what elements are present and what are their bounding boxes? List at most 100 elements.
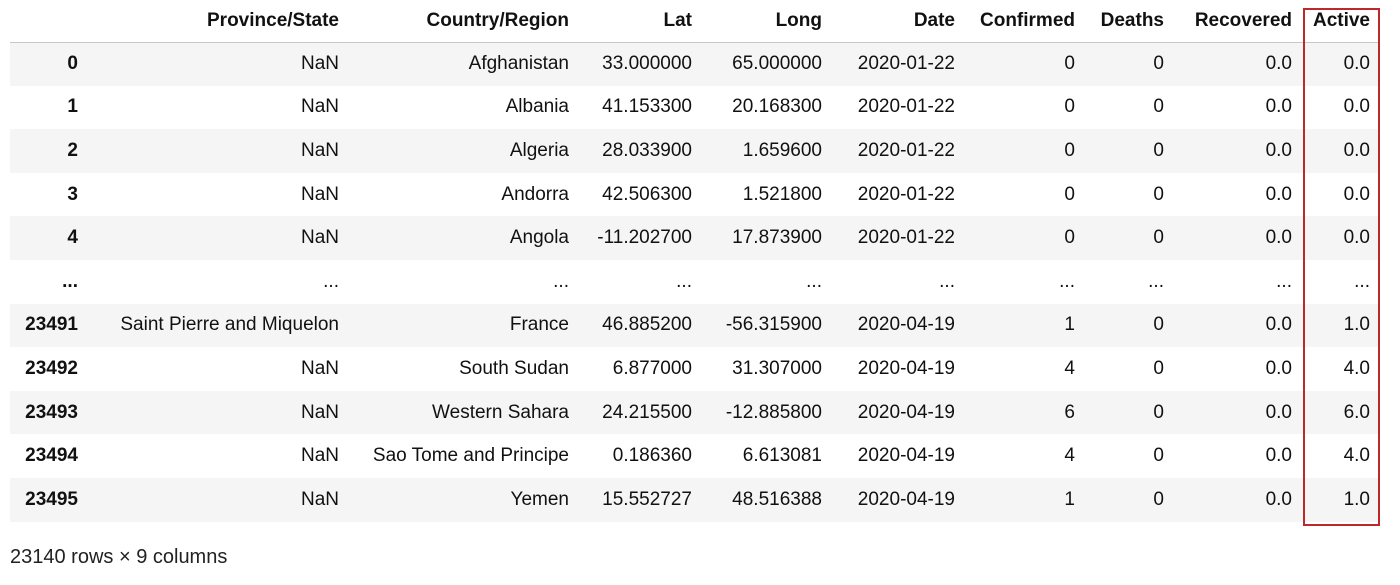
table-row: 23495 NaN Yemen 15.552727 48.516388 2020-04-1… bbox=[10, 477, 1380, 522]
row-index: 3 bbox=[67, 183, 78, 205]
table-row: .............................. bbox=[10, 259, 1380, 304]
cell-country-region: Andorra bbox=[501, 183, 569, 205]
cell-active: ... bbox=[1354, 270, 1370, 292]
header-row: Province/State Country/Region Lat Long Date C… bbox=[10, 0, 1380, 43]
cell-long: 20.168300 bbox=[732, 96, 822, 118]
cell-active: 0.0 bbox=[1343, 183, 1370, 205]
cell-country-region: Western Sahara bbox=[432, 401, 569, 423]
cell-date: 2020-04-19 bbox=[857, 445, 955, 467]
cell-date: 2020-01-22 bbox=[857, 139, 955, 161]
cell-lat: 41.153300 bbox=[602, 96, 692, 118]
cell-recovered: 0.0 bbox=[1265, 445, 1292, 467]
cell-active: 4.0 bbox=[1343, 357, 1370, 379]
cell-long: 1.521800 bbox=[742, 183, 822, 205]
cell-date: 2020-04-19 bbox=[857, 357, 955, 379]
cell-date: ... bbox=[939, 270, 955, 292]
table-row: 2 NaN Algeria 28.033900 1.659600 2020-01-22 0 0… bbox=[10, 129, 1380, 173]
cell-lat: 24.215500 bbox=[602, 401, 692, 423]
cell-long: 6.613081 bbox=[742, 445, 822, 467]
cell-province-state: NaN bbox=[300, 445, 339, 467]
table-row: 23493 NaN Western Sahara 24.215500 -12.88580… bbox=[10, 390, 1380, 435]
cell-lat: 0.186360 bbox=[612, 445, 692, 467]
dataframe-output: Province/State Country/Region Lat Long Date C… bbox=[10, 0, 1390, 585]
cell-recovered: 0.0 bbox=[1265, 227, 1292, 249]
cell-confirmed: 0 bbox=[1064, 183, 1075, 205]
table-row: 23494 NaN Sao Tome and Principe 0.186360 6.6… bbox=[10, 434, 1380, 478]
cell-deaths: 0 bbox=[1153, 488, 1164, 510]
cell-confirmed: 0 bbox=[1064, 139, 1075, 161]
table-row: 4 NaN Angola -11.202700 17.873900 2020-01-22 0… bbox=[10, 216, 1380, 260]
cell-active: 0.0 bbox=[1343, 139, 1370, 161]
cell-date: 2020-01-22 bbox=[857, 183, 955, 205]
table-row: 23491 Saint Pierre and Miquelon France 46.8… bbox=[10, 303, 1380, 348]
cell-recovered: 0.0 bbox=[1265, 314, 1292, 336]
column-header-date: Date bbox=[832, 0, 965, 43]
row-index: 1 bbox=[67, 96, 78, 118]
cell-province-state: NaN bbox=[300, 139, 339, 161]
column-header-confirmed: Confirmed bbox=[965, 0, 1085, 43]
cell-date: 2020-01-22 bbox=[857, 227, 955, 249]
cell-province-state: NaN bbox=[300, 488, 339, 510]
cell-confirmed: 4 bbox=[1064, 357, 1075, 379]
table-row: 23492 NaN South Sudan 6.877000 31.307000 2020… bbox=[10, 347, 1380, 391]
row-index: 0 bbox=[67, 53, 78, 75]
cell-lat: 6.877000 bbox=[612, 357, 692, 379]
cell-country-region: South Sudan bbox=[459, 357, 569, 379]
cell-long: 1.659600 bbox=[742, 139, 822, 161]
cell-country-region: France bbox=[509, 314, 569, 336]
cell-long: -12.885800 bbox=[725, 401, 822, 423]
cell-country-region: Yemen bbox=[510, 488, 569, 510]
cell-confirmed: 0 bbox=[1064, 227, 1075, 249]
cell-province-state: NaN bbox=[300, 401, 339, 423]
cell-province-state: NaN bbox=[300, 183, 339, 205]
cell-province-state: Saint Pierre and Miquelon bbox=[120, 314, 339, 336]
cell-active: 0.0 bbox=[1343, 53, 1370, 75]
column-header-deaths: Deaths bbox=[1085, 0, 1174, 43]
cell-active: 0.0 bbox=[1343, 227, 1370, 249]
cell-country-region: ... bbox=[553, 270, 569, 292]
table-header: Province/State Country/Region Lat Long Date C… bbox=[10, 0, 1380, 43]
cell-country-region: Albania bbox=[505, 96, 569, 118]
column-header-active: Active bbox=[1302, 0, 1380, 43]
cell-deaths: 0 bbox=[1153, 445, 1164, 467]
table-row: 0 NaN Afghanistan 33.000000 65.000000 2020-01… bbox=[10, 42, 1380, 86]
row-index: 23494 bbox=[25, 445, 78, 467]
cell-confirmed: ... bbox=[1059, 270, 1075, 292]
cell-date: 2020-01-22 bbox=[857, 96, 955, 118]
cell-lat: 33.000000 bbox=[602, 53, 692, 75]
cell-active: 1.0 bbox=[1343, 488, 1370, 510]
row-index: 23491 bbox=[25, 314, 78, 336]
dataframe-table: Province/State Country/Region Lat Long Date C… bbox=[10, 0, 1380, 522]
cell-confirmed: 0 bbox=[1064, 96, 1075, 118]
cell-confirmed: 4 bbox=[1064, 445, 1075, 467]
cell-recovered: 0.0 bbox=[1265, 96, 1292, 118]
cell-country-region: Angola bbox=[509, 227, 569, 249]
cell-long: 31.307000 bbox=[732, 357, 822, 379]
cell-lat: ... bbox=[676, 270, 692, 292]
cell-province-state: NaN bbox=[300, 227, 339, 249]
cell-recovered: 0.0 bbox=[1265, 488, 1292, 510]
column-header-lat: Lat bbox=[579, 0, 702, 43]
row-index: 23492 bbox=[25, 357, 78, 379]
table-row: 1 NaN Albania 41.153300 20.168300 2020-01-22 0… bbox=[10, 85, 1380, 130]
cell-long: 65.000000 bbox=[732, 53, 822, 75]
cell-deaths: 0 bbox=[1153, 183, 1164, 205]
cell-confirmed: 6 bbox=[1064, 401, 1075, 423]
cell-province-state: ... bbox=[323, 270, 339, 292]
cell-province-state: NaN bbox=[300, 53, 339, 75]
cell-date: 2020-04-19 bbox=[857, 488, 955, 510]
row-index: 23493 bbox=[25, 401, 78, 423]
cell-recovered: 0.0 bbox=[1265, 53, 1292, 75]
row-index: 23495 bbox=[25, 488, 78, 510]
cell-province-state: NaN bbox=[300, 357, 339, 379]
cell-active: 1.0 bbox=[1343, 314, 1370, 336]
cell-active: 6.0 bbox=[1343, 401, 1370, 423]
column-header-recovered: Recovered bbox=[1174, 0, 1302, 43]
cell-recovered: ... bbox=[1276, 270, 1292, 292]
cell-long: 17.873900 bbox=[732, 227, 822, 249]
cell-long: ... bbox=[806, 270, 822, 292]
table-row: 3 NaN Andorra 42.506300 1.521800 2020-01-22 0 0… bbox=[10, 172, 1380, 217]
table-body: 0 NaN Afghanistan 33.000000 65.000000 2020-01… bbox=[10, 42, 1380, 522]
column-header-index bbox=[10, 0, 96, 43]
row-index: ... bbox=[62, 270, 78, 292]
